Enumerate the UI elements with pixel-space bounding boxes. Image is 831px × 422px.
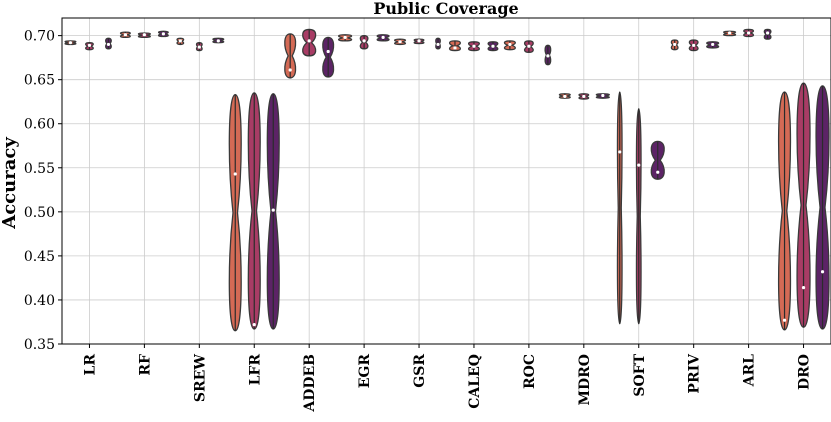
violin-median [142,33,146,37]
x-tick-label: PRIV [687,353,703,394]
y-tick-label: 0.70 [24,29,55,45]
violin-median [546,54,550,58]
violin-median [123,33,127,37]
violin-median [673,42,677,47]
violin-median [417,39,421,43]
violins [64,28,830,332]
violin-median [728,31,732,35]
x-tick-label: MDRO [577,354,593,405]
y-axis-label: Accuracy [0,137,20,230]
x-tick-label: GSR [412,354,428,388]
y-tick-label: 0.65 [24,73,55,89]
violin-median [362,39,366,43]
x-tick-label: EGR [357,354,373,389]
violin-median [216,39,220,43]
y-tick-label: 0.50 [24,205,55,221]
violin-median [381,35,385,39]
violin-median [436,42,440,47]
grid [62,18,831,345]
violin-median [820,270,825,274]
violin-median [563,94,567,99]
plot-frame [61,17,831,345]
violin-median [766,31,770,35]
violin-median [601,93,605,98]
violin-median [711,42,715,47]
violin-median [197,45,201,49]
violin-median [288,68,292,72]
violin-median [582,94,586,99]
violin-median [527,44,531,48]
violin-median [692,43,696,47]
y-tick-label: 0.40 [24,293,55,309]
x-tick-label: RF [137,354,153,376]
x-tick-label: DRO [797,354,813,390]
chart-title: Public Coverage [373,0,518,18]
y-tick-label: 0.55 [24,161,55,177]
y-tick-label: 0.35 [24,337,55,353]
x-tick-label: ARL [742,354,758,387]
violin-median [178,39,182,43]
violin-median [106,42,111,47]
y-tick-label: 0.45 [24,249,55,265]
violin-median [233,172,237,176]
violin-median [491,44,495,48]
x-tick-label: ADDEB [302,354,318,413]
violin-median [252,323,256,327]
violin-median [453,46,457,50]
violin-median [508,42,512,47]
violin-median [398,40,402,44]
x-tick-label: CALEQ [467,354,483,409]
x-tick-label: SOFT [632,353,648,396]
violin-median [307,39,311,43]
violin-median [68,41,73,45]
violin-median [472,44,476,48]
violin-median [618,150,622,154]
violin-median [637,163,641,167]
violin-median [326,49,330,54]
violin-median [87,43,92,47]
x-tick-label: SREW [192,354,208,402]
violin-median [343,35,347,39]
violin-median [161,32,165,36]
violin-median [747,31,751,35]
violin-median [782,318,787,322]
x-tick-label: LFR [247,354,263,386]
y-tick-label: 0.60 [24,117,55,133]
violin-median [656,170,660,174]
violin-median [271,208,275,212]
ticks: 0.35 0.40 0.45 0.50 0.55 0.60 0.65 0.70 LR RF SREW… [24,29,813,413]
violin-median [801,286,806,290]
x-tick-label: ROC [522,354,538,389]
x-tick-label: LR [82,354,98,376]
